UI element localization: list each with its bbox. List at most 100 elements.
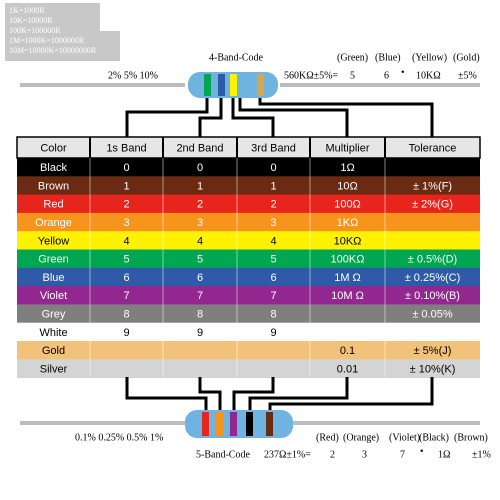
row-bg (17, 286, 480, 305)
cell: 3 (270, 217, 276, 229)
cell: 1M Ω (334, 272, 361, 284)
four-band-example: 560KΩ±5%= (284, 70, 338, 81)
row-bg (17, 231, 480, 250)
band (230, 412, 237, 436)
row-bg (17, 304, 480, 324)
four-band-title: 4-Band-Code (209, 52, 263, 63)
header-cell: 1s Band (106, 142, 146, 154)
cell: 0.01 (337, 363, 358, 375)
five-band-tolerances: 0.1% 0.25% 0.5% 1% (75, 432, 163, 443)
cell: 1 (270, 180, 276, 192)
color-name: Blue (42, 272, 64, 284)
lead (290, 421, 480, 425)
cell: 1Ω (340, 162, 354, 174)
band-name: (Red) (316, 432, 339, 443)
five-band-title: 5-Band-Code (196, 449, 250, 460)
cell: 9 (197, 327, 203, 339)
cell: 10M Ω (331, 290, 364, 302)
band-value: 6 (384, 70, 389, 81)
cell: 7 (123, 290, 129, 302)
cell: 0 (197, 162, 203, 174)
color-name: Red (43, 199, 63, 211)
cell: 10Ω (337, 180, 357, 192)
band-name: (Green) (337, 52, 368, 63)
band (202, 412, 209, 436)
row-bg (17, 212, 480, 232)
cell: ± 0.05% (412, 308, 453, 320)
color-table: Color 1s Band 2nd Band 3rd Band Multiplier To… (16, 136, 481, 379)
cell: 10KΩ (334, 235, 362, 247)
band-name: (Brown) (454, 432, 488, 443)
band (257, 74, 264, 96)
color-name: Silver (40, 363, 68, 375)
color-name: Grey (42, 308, 66, 320)
cell: 5 (197, 254, 203, 266)
band (246, 412, 253, 436)
cell: 2 (270, 199, 276, 211)
cell: ± 0.10%(B) (405, 290, 460, 302)
band-value: 3 (362, 449, 367, 460)
cell: 3 (197, 217, 203, 229)
row-bg (17, 176, 480, 196)
band-value: 7 (400, 449, 405, 460)
cell: 1 (197, 180, 203, 192)
band (230, 74, 237, 96)
band-value: 2 (330, 449, 335, 460)
color-name: Green (38, 254, 69, 266)
cell: 1 (123, 180, 129, 192)
cell: ± 5%(J) (414, 345, 452, 357)
color-name: Yellow (38, 235, 69, 247)
color-name: Black (40, 162, 67, 174)
note: 1M=1000K=1000000R (9, 36, 85, 45)
cell: 6 (123, 272, 129, 284)
cell: 0.1 (340, 345, 355, 357)
lead (20, 421, 185, 425)
note: 100K=100000R (9, 26, 61, 35)
lead (280, 83, 480, 87)
cell: 0 (270, 162, 276, 174)
four-band-tolerances: 2% 5% 10% (108, 70, 158, 81)
color-name: Gold (42, 345, 65, 357)
band-name: (Black) (419, 432, 449, 443)
band-name: (Blue) (375, 52, 401, 63)
resistor-body (185, 410, 293, 438)
header-cell: Color (40, 142, 67, 154)
band-value: 1Ω (438, 449, 450, 460)
connectors (125, 377, 434, 412)
band (218, 74, 225, 96)
cell: 4 (123, 235, 129, 247)
row-bg (17, 322, 480, 342)
cell: ± 2%(G) (412, 199, 453, 211)
note: 10M=10000K=10000000R (9, 46, 97, 55)
header-cell: Multiplier (325, 142, 369, 154)
row-bg (17, 341, 480, 360)
cell: 2 (197, 199, 203, 211)
color-name: Brown (38, 180, 69, 192)
band-name: (Gold) (453, 52, 480, 63)
notes-cut (100, 3, 120, 31)
band-name: (Yellow) (412, 52, 447, 63)
cell: 4 (197, 235, 203, 247)
cell: 9 (123, 327, 129, 339)
band-value: 5 (350, 70, 355, 81)
band-value: ±5% (458, 70, 477, 81)
band-value: 10KΩ (416, 70, 441, 81)
band-name: (Violet) (389, 432, 420, 443)
band-value: • (420, 446, 424, 457)
band (204, 74, 211, 96)
color-name: Orange (35, 217, 72, 229)
band-name: (Orange) (343, 432, 379, 443)
cell: 6 (197, 272, 203, 284)
cell: 1KΩ (337, 217, 359, 229)
row-bg (17, 267, 480, 287)
cell: ± 0.25%(C) (405, 272, 461, 284)
cell: 6 (270, 272, 276, 284)
five-band-example: 237Ω±1%= (264, 449, 311, 460)
cell: ± 10%(K) (410, 363, 456, 375)
header-cell: Tolerance (409, 142, 457, 154)
lead (20, 83, 185, 87)
row-bg (17, 194, 480, 214)
note: 1K=1000R (9, 6, 45, 15)
cell: 7 (270, 290, 276, 302)
